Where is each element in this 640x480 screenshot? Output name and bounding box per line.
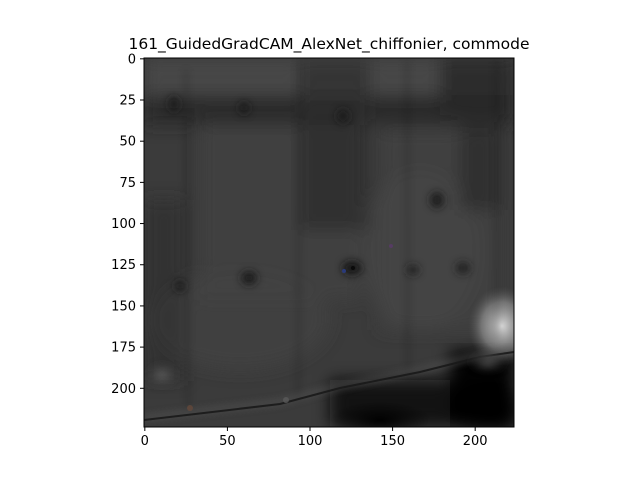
- y-axis: 0 25 50 75 100 125 150 175 200: [111, 52, 144, 397]
- x-axis: 0 50 100 150 200: [141, 427, 488, 449]
- y-tick-label: 50: [119, 135, 136, 150]
- y-tick-label: 25: [119, 94, 136, 109]
- plot-frame: [143, 57, 515, 428]
- x-tick-label: 150: [380, 434, 405, 449]
- y-tick-label: 0: [128, 52, 136, 67]
- y-tick-label: 125: [111, 258, 136, 273]
- x-tick-label: 0: [141, 434, 149, 449]
- x-tick-label: 100: [298, 434, 323, 449]
- y-tick-label: 150: [111, 299, 136, 314]
- x-tick-label: 50: [219, 434, 236, 449]
- y-tick-label: 175: [111, 341, 136, 356]
- y-tick-label: 75: [119, 176, 136, 191]
- heatmap-image: [144, 58, 514, 427]
- chart-title: 161_GuidedGradCAM_AlexNet_chiffonier, co…: [128, 35, 529, 54]
- y-tick-label: 100: [111, 217, 136, 232]
- x-tick-label: 200: [463, 434, 488, 449]
- y-tick-label: 200: [111, 382, 136, 397]
